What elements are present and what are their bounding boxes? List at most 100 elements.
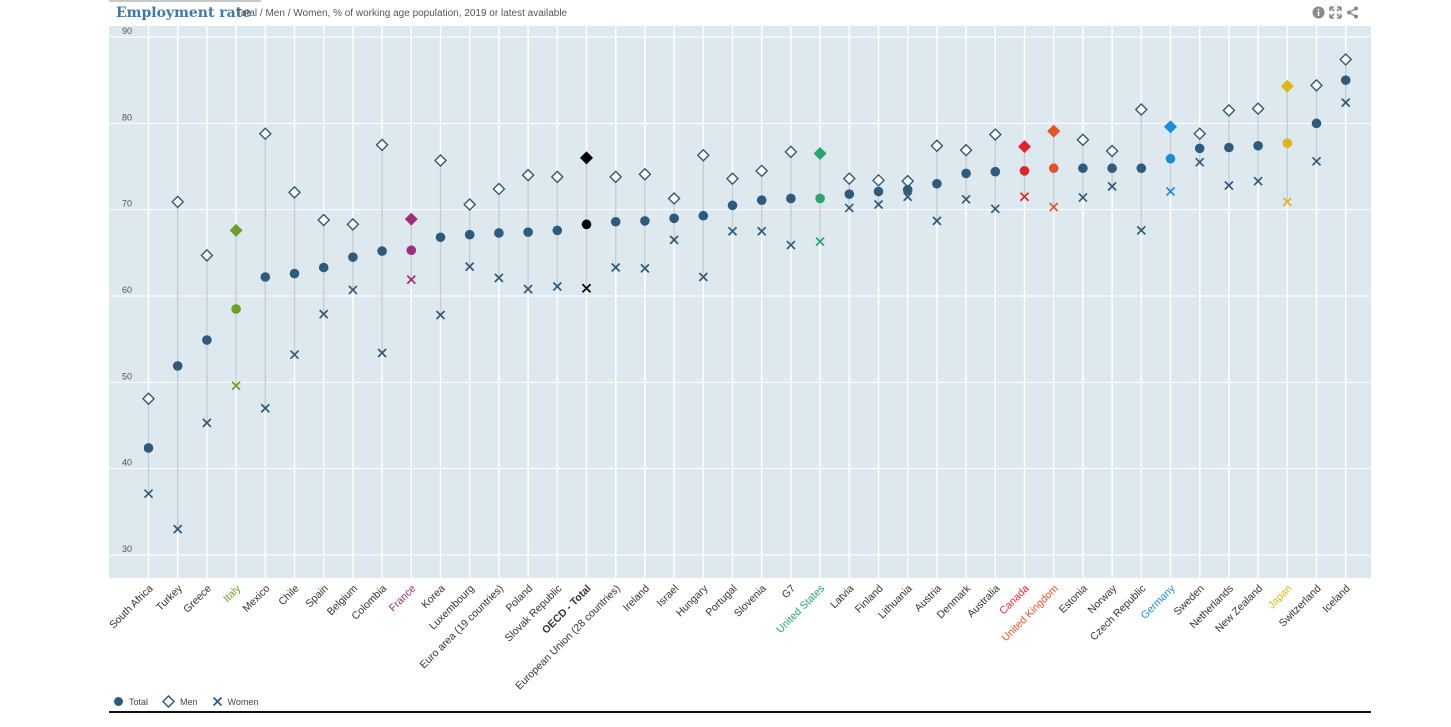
women-point <box>1224 180 1234 191</box>
men-point <box>813 147 827 161</box>
x-tick-label: Estonia <box>1057 583 1090 616</box>
men-point <box>142 392 155 406</box>
total-point <box>873 186 884 197</box>
men-point <box>1339 52 1353 66</box>
women-x-icon <box>212 696 222 707</box>
total-point <box>669 213 679 224</box>
legend-item-total[interactable]: Total <box>113 696 148 707</box>
men-point <box>1047 124 1061 138</box>
total-point <box>1311 118 1322 129</box>
women-point <box>1049 202 1059 212</box>
total-point <box>1282 138 1293 148</box>
men-point <box>521 168 535 182</box>
total-point <box>698 210 709 221</box>
men-point <box>755 164 769 178</box>
plot-area <box>109 26 1371 578</box>
total-point <box>318 262 329 273</box>
total-point <box>1165 153 1176 164</box>
x-tick-label: Italy <box>221 582 244 605</box>
y-tick-label: 90 <box>122 26 132 36</box>
total-point <box>464 229 475 240</box>
men-point <box>492 182 506 196</box>
men-point <box>346 217 360 231</box>
x-tick-label: Chile <box>276 583 302 609</box>
total-point <box>348 252 358 262</box>
men-point <box>1164 120 1177 134</box>
y-tick-label: 50 <box>122 371 132 381</box>
x-tick-label: Slovenia <box>732 583 769 620</box>
x-tick-label: Spain <box>303 583 331 611</box>
women-point <box>698 272 708 282</box>
total-point <box>815 193 825 204</box>
women-point <box>1107 181 1117 191</box>
women-point <box>1311 156 1322 166</box>
total-point <box>610 216 621 227</box>
men-point <box>1018 140 1031 154</box>
y-tick-label: 70 <box>122 199 132 209</box>
legend-label-total: Total <box>129 696 149 707</box>
men-point <box>959 143 973 157</box>
men-point <box>784 145 798 159</box>
y-tick-label: 40 <box>122 458 132 468</box>
men-point <box>375 138 389 152</box>
women-point <box>581 283 592 293</box>
men-point <box>638 167 652 181</box>
total-point <box>406 245 417 256</box>
legend-label-men: Men <box>180 696 198 707</box>
x-tick-label: Mexico <box>240 583 272 615</box>
women-point <box>231 381 241 391</box>
total-point <box>990 166 1001 177</box>
total-point <box>932 178 942 189</box>
women-point <box>611 262 621 273</box>
total-point <box>1107 163 1117 174</box>
women-point <box>786 240 796 250</box>
men-point <box>200 248 214 262</box>
men-point <box>404 212 418 226</box>
x-tick-label: Hungary <box>674 582 711 619</box>
women-point <box>640 263 650 273</box>
total-point <box>1194 143 1205 154</box>
men-point <box>1280 79 1294 93</box>
men-point <box>1251 102 1265 116</box>
women-point <box>1019 192 1030 202</box>
men-point <box>580 151 593 165</box>
legend-item-women[interactable]: Women <box>212 696 259 707</box>
women-point <box>1165 186 1176 197</box>
chart-header: Employment rate Total / Men / Women, % o… <box>109 0 1371 26</box>
men-point <box>550 170 564 184</box>
men-point <box>930 139 944 153</box>
women-point <box>435 310 446 320</box>
women-point <box>348 285 358 295</box>
women-point <box>260 403 270 413</box>
women-point <box>961 194 971 204</box>
women-point <box>143 489 154 499</box>
total-point <box>1136 163 1147 174</box>
men-point <box>872 173 885 187</box>
legend-item-men[interactable]: Men <box>162 695 198 708</box>
women-point <box>1078 192 1088 203</box>
total-circle-icon <box>114 697 123 706</box>
expand-icon[interactable] <box>1329 6 1342 19</box>
legend-label-women: Women <box>227 696 259 707</box>
women-point <box>1253 176 1263 186</box>
x-tick-label: Israel <box>655 583 682 610</box>
men-point <box>171 195 185 209</box>
total-point <box>1078 163 1088 174</box>
bottom-rule <box>109 711 1371 713</box>
total-point <box>727 200 738 211</box>
men-point <box>317 213 331 227</box>
women-point <box>669 235 679 245</box>
men-point <box>434 153 447 167</box>
men-point <box>696 148 710 162</box>
total-point <box>202 335 212 345</box>
total-point <box>1340 75 1351 85</box>
info-icon[interactable] <box>1312 6 1325 19</box>
women-point <box>873 199 884 210</box>
men-point <box>1310 78 1323 92</box>
women-point <box>757 226 767 236</box>
share-icon[interactable] <box>1346 6 1359 19</box>
y-tick-label: 30 <box>122 544 132 554</box>
total-point <box>581 219 592 230</box>
total-point <box>1224 142 1234 153</box>
